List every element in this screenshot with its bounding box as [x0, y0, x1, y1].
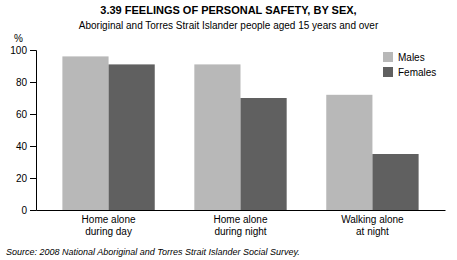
subtitle: Aboriginal and Torres Strait Islander pe… — [79, 20, 379, 31]
y-tick: 80 — [16, 77, 36, 88]
y-tick-label: 20 — [16, 173, 28, 184]
bar — [326, 95, 372, 210]
y-tick: 0 — [21, 205, 36, 216]
x-axis: Home aloneduring dayHome aloneduring nig… — [37, 211, 446, 237]
x-tick-label-line: at night — [356, 226, 389, 237]
y-axis-line — [30, 51, 37, 211]
x-tick-label-line: Home alone — [214, 214, 268, 225]
annotation: Source: 2008 National Aboriginal and Tor… — [6, 247, 300, 257]
x-tick-label-line: Home alone — [82, 214, 136, 225]
y-axis: 0 20 40 60 80 100 — [10, 45, 36, 216]
legend-item: Females — [383, 67, 436, 78]
bar — [109, 64, 155, 210]
y-tick-mark — [30, 82, 36, 83]
y-tick: 100 — [10, 45, 36, 56]
y-tick-label: 40 — [16, 141, 28, 152]
x-tick: Home aloneduring day — [82, 214, 136, 237]
y-axis-title: % — [14, 33, 23, 44]
plot: 020406080100%Home aloneduring dayHome al… — [10, 33, 445, 237]
x-tick-label: Home aloneduring day — [82, 214, 136, 237]
y-tick-mark — [30, 146, 36, 147]
bar — [372, 154, 418, 210]
bar — [241, 98, 287, 210]
y-tick-label: 0 — [21, 205, 27, 216]
x-tick-label-line: during night — [214, 226, 266, 237]
title: 3.39 FEELINGS OF PERSONAL SAFETY, BY SEX… — [100, 4, 356, 16]
x-tick-label: Home aloneduring night — [214, 214, 268, 237]
x-tick-label-line: Walking alone — [341, 214, 404, 225]
y-tick-mark — [30, 50, 36, 51]
legend-label: Males — [398, 52, 425, 63]
y-tick-label: 100 — [10, 45, 27, 56]
y-tick: 60 — [16, 109, 36, 120]
x-axis-line — [37, 210, 446, 211]
legend-label: Females — [398, 67, 436, 78]
legend-item: Males — [383, 52, 425, 63]
y-tick: 20 — [16, 173, 36, 184]
x-tick-label-line: during day — [85, 226, 132, 237]
bars — [62, 56, 418, 210]
x-tick: Home aloneduring night — [214, 214, 268, 237]
x-tick-label: Walking aloneat night — [341, 214, 404, 237]
y-tick-label: 80 — [16, 77, 28, 88]
y-tick: 40 — [16, 141, 36, 152]
chart-svg: 3.39 FEELINGS OF PERSONAL SAFETY, BY SEX… — [0, 0, 457, 260]
y-tick-label: 60 — [16, 109, 28, 120]
bar — [62, 56, 108, 210]
x-tick: Walking aloneat night — [341, 214, 404, 237]
legend-swatch — [383, 52, 393, 62]
bar — [194, 64, 240, 210]
legend: Males Females — [383, 52, 436, 78]
legend-swatch — [383, 67, 393, 77]
y-tick-mark — [30, 210, 36, 211]
y-tick-mark — [30, 178, 36, 179]
y-tick-mark — [30, 114, 36, 115]
chart-container: 3.39 FEELINGS OF PERSONAL SAFETY, BY SEX… — [0, 0, 457, 260]
